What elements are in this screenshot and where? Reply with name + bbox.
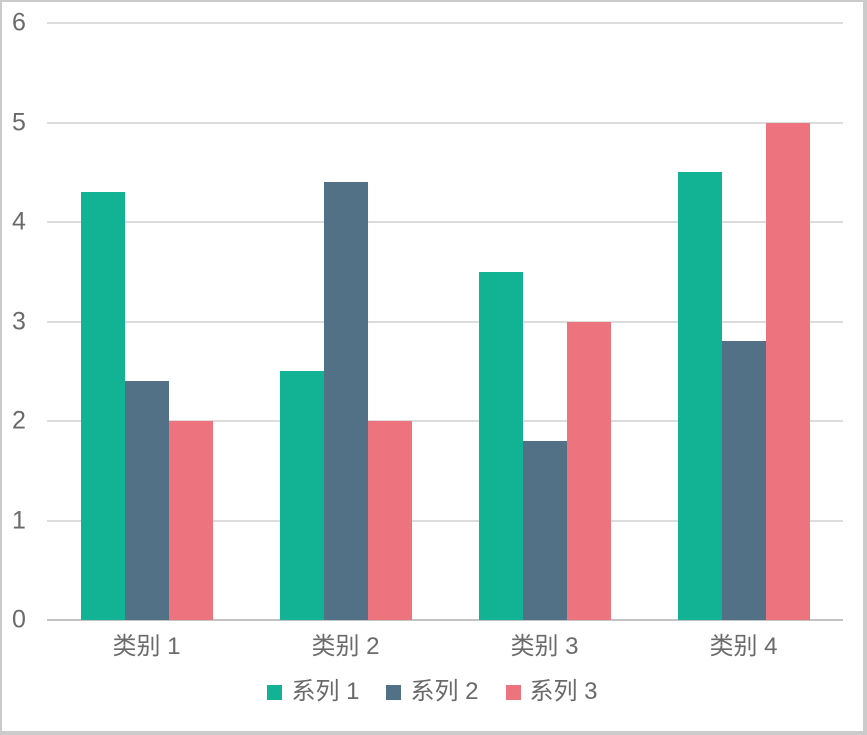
legend-label: 系列 3 bbox=[529, 678, 598, 705]
gridline-y-5 bbox=[47, 121, 843, 124]
y-tick-label: 0 bbox=[12, 605, 26, 634]
y-tick-label: 2 bbox=[12, 406, 26, 435]
bar-group-3 bbox=[445, 23, 644, 620]
legend-item-1: 系列 1 bbox=[267, 680, 359, 704]
bar-series1-cat4 bbox=[677, 172, 722, 620]
y-tick-label: 6 bbox=[12, 8, 26, 37]
y-tick-label: 4 bbox=[12, 207, 26, 236]
bar-group-2 bbox=[246, 23, 445, 620]
legend-item-3: 系列 3 bbox=[505, 678, 598, 705]
legend-label: 系列 2 bbox=[410, 678, 479, 705]
legend-swatch-icon bbox=[386, 684, 402, 700]
x-axis: 类别 1 类别 2 类别 3 类别 4 bbox=[47, 633, 843, 662]
x-tick-label: 类别 4 bbox=[709, 633, 778, 660]
y-tick-label: 3 bbox=[12, 307, 26, 335]
y-tick-label: 5 bbox=[12, 108, 26, 136]
bar-group-1 bbox=[47, 23, 246, 620]
legend-item-2: 系列 2 bbox=[386, 678, 479, 705]
bar-series2-cat2 bbox=[323, 182, 368, 620]
gridline-y-6 bbox=[47, 22, 843, 24]
bar-series1-cat2 bbox=[279, 371, 324, 620]
y-tick-label: 1 bbox=[12, 506, 26, 534]
bar-series2-cat4 bbox=[721, 341, 766, 620]
bar-series3-cat3 bbox=[566, 321, 611, 620]
bar-series2-cat3 bbox=[522, 440, 567, 620]
legend: 系列 1 系列 2 系列 3 bbox=[2, 680, 863, 704]
bar-group-4 bbox=[644, 23, 843, 620]
x-tick-label: 类别 2 bbox=[311, 633, 380, 660]
legend-swatch-icon bbox=[505, 684, 521, 700]
y-axis: 0 1 2 3 4 5 6 bbox=[12, 10, 42, 632]
bar-series1-cat1 bbox=[80, 192, 125, 620]
x-axis-line bbox=[47, 619, 843, 621]
x-tick-label: 类别 3 bbox=[510, 633, 579, 660]
bar-series3-cat1 bbox=[168, 421, 213, 620]
legend-label: 系列 1 bbox=[291, 678, 360, 705]
gridline-y-3 bbox=[47, 320, 843, 323]
gridline-y-2 bbox=[47, 420, 843, 423]
bar-series3-cat4 bbox=[765, 122, 810, 620]
plot-area bbox=[47, 22, 843, 621]
x-tick-label: 类别 1 bbox=[112, 633, 181, 660]
bar-series1-cat3 bbox=[478, 271, 523, 620]
gridline-y-1 bbox=[47, 519, 843, 522]
bar-series2-cat1 bbox=[124, 381, 169, 620]
legend-swatch-icon bbox=[267, 684, 283, 700]
bar-series3-cat2 bbox=[367, 421, 412, 620]
gridline-y-4 bbox=[47, 221, 843, 224]
